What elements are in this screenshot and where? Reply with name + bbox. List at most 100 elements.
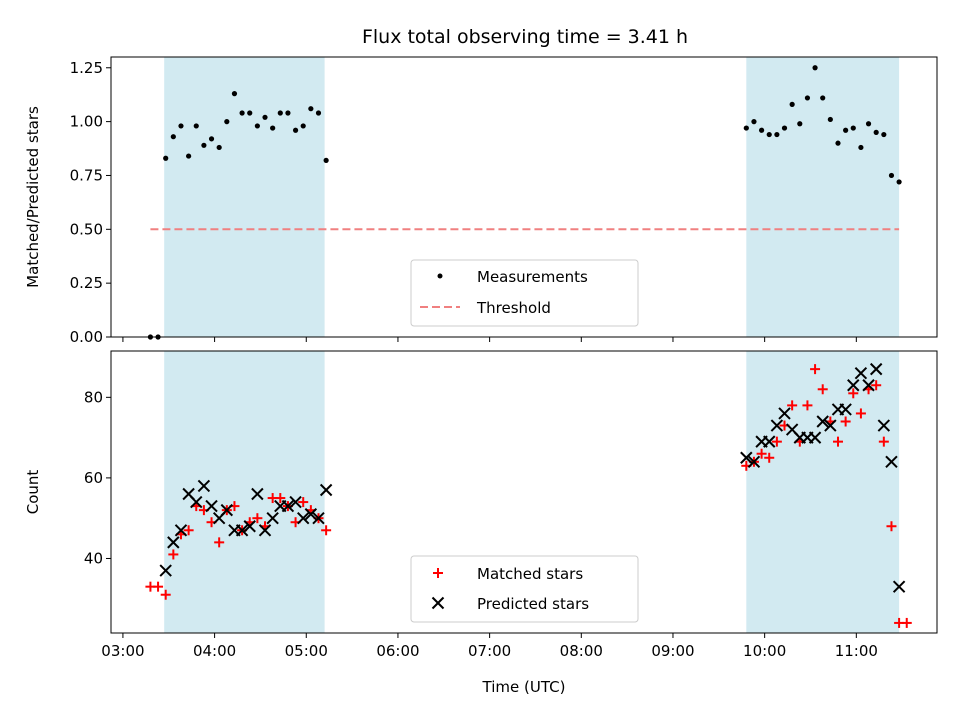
cross-stroke [747, 455, 761, 468]
predicted-star-point [167, 536, 180, 549]
matched-star-point [275, 493, 286, 504]
x-tick-label: 09:00 [651, 642, 694, 660]
measurement-point [858, 144, 864, 151]
measurement-point [193, 123, 199, 129]
cross-stroke [205, 499, 218, 513]
measurement-point [751, 119, 757, 125]
matched-star-point [878, 436, 889, 447]
ratio-legend-box [410, 259, 639, 327]
chart-title: Flux total observing time = 3.41 h [362, 26, 688, 48]
predicted-star-point [319, 483, 333, 497]
matched-star-point [183, 525, 194, 536]
measurement-point [300, 123, 306, 129]
cross-stroke [785, 423, 799, 436]
x-tick-label: 04:00 [193, 642, 236, 660]
matched-star-point [168, 549, 179, 560]
y-tick-label: 0.75 [70, 166, 103, 184]
predicted-star-point [816, 415, 829, 428]
matched-star-point [817, 384, 828, 395]
measurement-point [774, 131, 780, 138]
observing-window-band [746, 57, 900, 337]
measurement-point [896, 179, 902, 185]
cross-stroke [289, 495, 302, 509]
predicted-star-point [778, 407, 791, 420]
predicted-star-point [197, 479, 211, 493]
predicted-star-point [258, 524, 272, 537]
predicted-star-point [220, 503, 234, 517]
measurement-points [147, 65, 902, 340]
predicted-star-point [297, 511, 310, 525]
measurements-legend-marker [437, 273, 443, 279]
cross-stroke [885, 455, 898, 468]
cross-stroke [816, 415, 829, 428]
measurement-point [743, 125, 749, 131]
count-points [145, 362, 912, 628]
predicted-star-point [869, 362, 883, 376]
measurement-point [270, 125, 276, 131]
x-tick-label: 11:00 [835, 642, 878, 660]
cross-stroke [847, 379, 860, 392]
cross-stroke [877, 419, 891, 432]
measurement-point [170, 134, 176, 140]
cross-stroke [304, 507, 318, 521]
cross-stroke [319, 483, 333, 497]
cross-stroke [258, 524, 272, 537]
cross-stroke [770, 419, 784, 432]
cross-stroke [808, 431, 822, 444]
measurement-point [758, 127, 765, 133]
ratio-x-axis [122, 337, 857, 342]
predicted-star-point [266, 511, 279, 525]
matched-star-point [901, 617, 912, 628]
predicted-star-point [839, 403, 852, 416]
count-x-axis: 03:00 04:00 05:00 06:00 07:00 08:00 09:00 10:00… [101, 633, 878, 660]
x-tick-label: 08:00 [560, 642, 603, 660]
matched-star-point [252, 513, 263, 524]
measurement-point [216, 144, 222, 151]
measurement-point [804, 95, 811, 101]
predicted-star-point [763, 435, 776, 448]
matched-star-point [756, 448, 767, 459]
y-tick-label: 0.25 [70, 274, 103, 292]
x-tick-label: 05:00 [285, 642, 328, 660]
measurement-point [781, 125, 788, 131]
ratio-y-axis: 0.00 0.25 0.50 0.75 1.00 1.25 [70, 59, 111, 346]
predicted-star-point [770, 419, 784, 432]
predicted-star-point [877, 419, 891, 432]
predicted-star-point [862, 379, 875, 392]
cross-stroke [431, 596, 445, 610]
predicted-star-point [892, 580, 906, 593]
measurement-point [835, 140, 841, 146]
cross-stroke [763, 435, 776, 448]
observing-window-band [164, 57, 325, 337]
matched-star-point [298, 497, 309, 508]
measurement-point [308, 106, 314, 112]
x-axis-label: Time (UTC) [482, 678, 566, 696]
measurement-point [178, 123, 184, 129]
observing-window-band [746, 351, 900, 633]
count-y-axis-label: Count [24, 470, 42, 515]
matched-star-point [832, 436, 843, 447]
matched-star-point [771, 436, 782, 447]
measurement-point [231, 91, 238, 97]
cross-stroke [740, 451, 753, 464]
measurement-point [766, 131, 772, 138]
predicted-star-point [808, 431, 822, 444]
measurement-point [224, 119, 230, 125]
matched-star-point [871, 380, 882, 391]
measurement-point [163, 155, 169, 161]
y-tick-label: 0.00 [70, 328, 103, 346]
matched-star-point [153, 581, 164, 592]
count-legend-box [410, 555, 639, 623]
cross-stroke [266, 511, 279, 525]
predicted-star-point [854, 366, 868, 380]
ratio-y-axis-label: Matched/Predicted stars [24, 106, 42, 288]
measurement-point [789, 101, 795, 107]
cross-stroke [174, 524, 188, 537]
x-tick-label: 07:00 [468, 642, 511, 660]
predicted-star-point [885, 455, 898, 468]
count-legend: Matched stars Predicted stars [410, 555, 639, 623]
measurement-point [239, 110, 245, 116]
cross-stroke [778, 407, 791, 420]
legend-label-threshold: Threshold [476, 299, 551, 317]
